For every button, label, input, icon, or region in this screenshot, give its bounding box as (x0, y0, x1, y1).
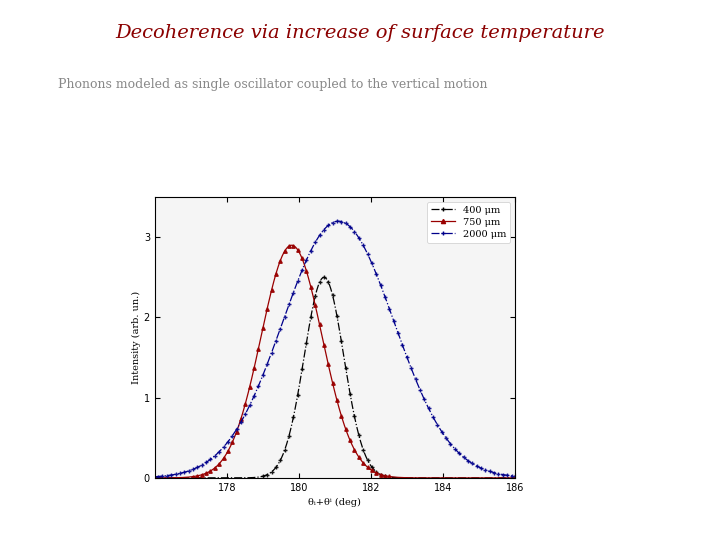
Y-axis label: Intensity (arb. un.): Intensity (arb. un.) (132, 291, 141, 384)
X-axis label: θᵢ+θⁱ (deg): θᵢ+θⁱ (deg) (308, 498, 361, 508)
Text: Phonons modeled as single oscillator coupled to the vertical motion: Phonons modeled as single oscillator cou… (58, 78, 487, 91)
Legend: 400 μm, 750 μm, 2000 μm: 400 μm, 750 μm, 2000 μm (427, 202, 510, 242)
Text: Decoherence via increase of surface temperature: Decoherence via increase of surface temp… (115, 24, 605, 42)
